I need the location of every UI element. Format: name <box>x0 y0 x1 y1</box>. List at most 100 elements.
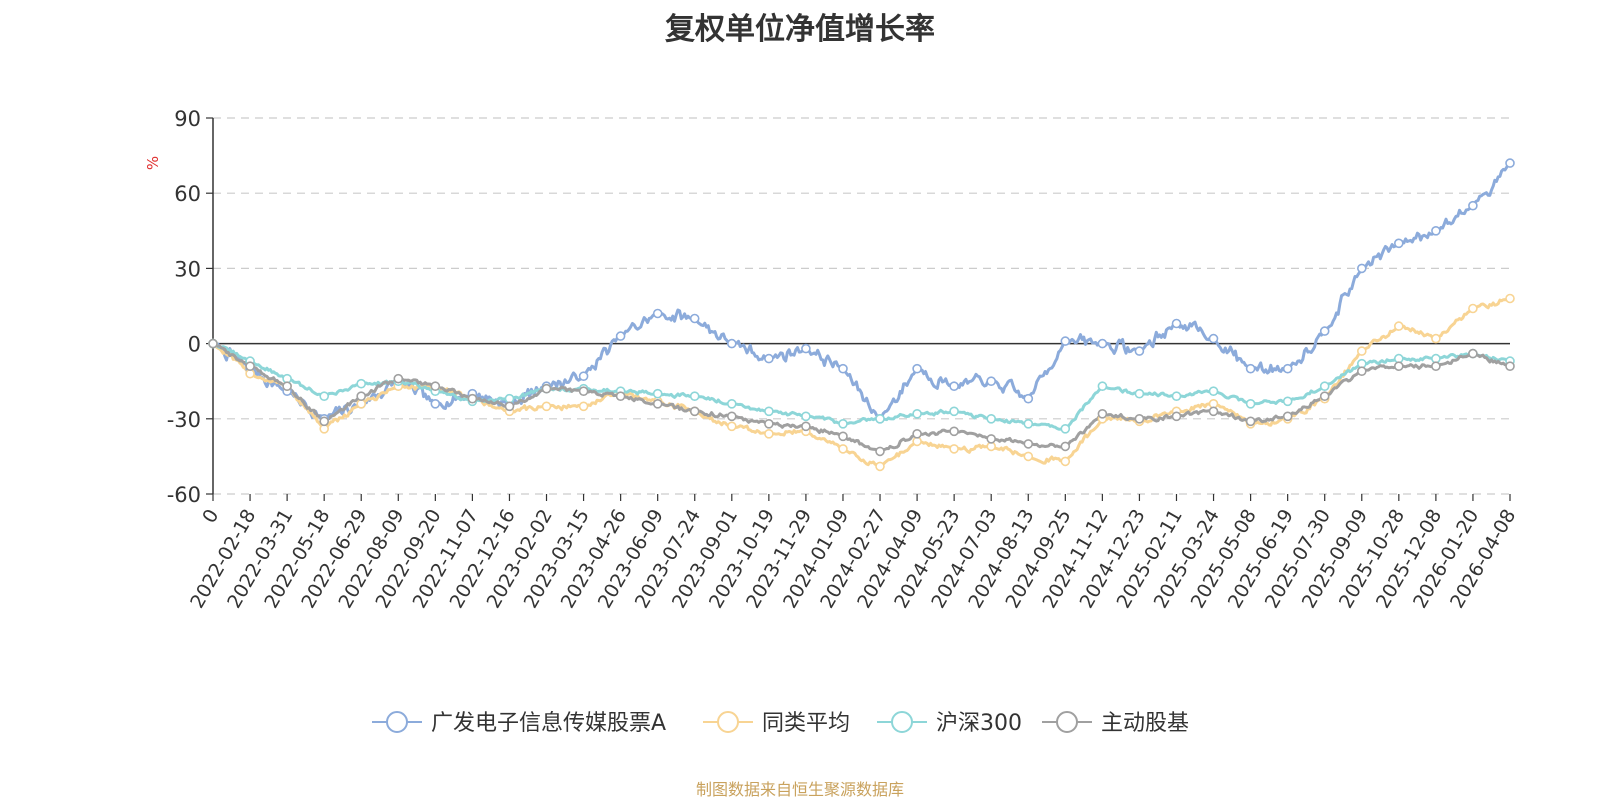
data-point <box>1023 418 1034 429</box>
data-point <box>949 426 959 437</box>
data-point <box>838 418 848 429</box>
data-point <box>764 428 774 439</box>
data-point <box>726 398 737 409</box>
legend-item: 同类平均 <box>703 711 850 736</box>
legend-item: 主动股基 <box>1042 711 1189 736</box>
data-point <box>652 388 663 399</box>
data-point <box>1171 318 1182 329</box>
y-tick-label: -30 <box>167 408 201 432</box>
data-point <box>615 391 626 402</box>
data-point <box>689 313 700 324</box>
legend-label: 沪深300 <box>936 711 1022 736</box>
data-point <box>1097 338 1108 349</box>
data-point <box>801 421 811 432</box>
data-point <box>1357 366 1367 377</box>
legend-marker <box>891 711 913 733</box>
data-point <box>1060 336 1071 346</box>
legend-item: 广发电子信息传媒股票A <box>372 711 666 736</box>
data-point <box>1319 326 1330 336</box>
data-point <box>689 391 700 402</box>
data-point <box>875 461 885 472</box>
x-tick-label: 0 <box>198 506 223 527</box>
data-point <box>245 361 255 372</box>
y-tick-label: -60 <box>167 483 201 507</box>
data-point <box>1505 158 1515 168</box>
data-point <box>1208 406 1219 417</box>
legend-label: 同类平均 <box>762 711 850 736</box>
data-point <box>986 434 997 444</box>
data-point <box>541 383 552 394</box>
data-point <box>949 406 959 417</box>
data-point <box>578 401 589 412</box>
data-point <box>1319 391 1330 402</box>
data-point <box>1097 408 1108 419</box>
data-point <box>1060 423 1071 434</box>
data-point <box>615 331 626 341</box>
data-point <box>726 421 737 432</box>
y-axis-unit-label: % <box>144 156 162 170</box>
data-point <box>1208 386 1219 397</box>
data-point <box>652 398 663 409</box>
data-point <box>504 401 515 412</box>
data-point <box>1394 321 1404 331</box>
gridlines <box>213 117 1510 495</box>
data-point <box>430 398 441 409</box>
data-point <box>1134 388 1145 399</box>
data-point <box>801 411 811 422</box>
data-point <box>467 393 478 404</box>
series-line <box>212 297 1511 468</box>
chart-title: 复权单位净值增长率 <box>665 12 935 47</box>
data-point <box>1394 361 1404 372</box>
data-point <box>1023 393 1034 404</box>
data-point <box>1505 361 1515 372</box>
data-point <box>282 381 292 392</box>
data-point <box>1245 398 1256 409</box>
series-line <box>212 161 1511 421</box>
legend-item: 沪深300 <box>877 711 1022 736</box>
series-line <box>212 342 1511 453</box>
data-point <box>1319 381 1330 392</box>
legend: 广发电子信息传媒股票A 同类平均 沪深300 主动股基 <box>372 711 1189 736</box>
y-tick-label: 0 <box>188 333 201 357</box>
data-point <box>949 381 959 392</box>
data-point <box>1134 413 1145 424</box>
data-point <box>838 363 848 374</box>
y-tick-label: 90 <box>174 107 201 131</box>
data-point <box>801 343 811 354</box>
data-point <box>875 446 885 457</box>
data-point <box>1171 411 1182 422</box>
data-point <box>689 406 700 417</box>
data-point <box>1357 346 1367 356</box>
data-point <box>541 401 552 412</box>
series-markers <box>208 158 1515 472</box>
data-point <box>1357 263 1367 274</box>
data-point <box>764 406 774 417</box>
data-point <box>1023 439 1034 449</box>
data-point <box>578 371 589 382</box>
y-tick-label: 60 <box>174 182 201 206</box>
data-point <box>319 391 330 402</box>
data-point <box>1431 226 1441 236</box>
data-point <box>1245 363 1256 374</box>
data-point <box>356 378 367 389</box>
data-point <box>1431 361 1441 372</box>
legend-label: 主动股基 <box>1101 711 1189 736</box>
data-point <box>393 373 404 384</box>
data-point <box>986 376 997 387</box>
data-point <box>1394 238 1404 249</box>
data-point <box>1282 396 1293 407</box>
data-point <box>986 413 997 424</box>
data-point <box>356 391 367 402</box>
data-point <box>764 353 774 364</box>
legend-label: 广发电子信息传媒股票A <box>431 711 666 736</box>
data-point <box>652 308 663 319</box>
data-point <box>1097 381 1108 392</box>
data-point <box>1171 391 1182 402</box>
legend-marker <box>1056 711 1078 733</box>
data-point <box>1431 333 1441 344</box>
data-point <box>1208 333 1219 344</box>
data-point <box>764 418 774 429</box>
data-point <box>578 386 589 397</box>
data-point <box>726 338 737 349</box>
